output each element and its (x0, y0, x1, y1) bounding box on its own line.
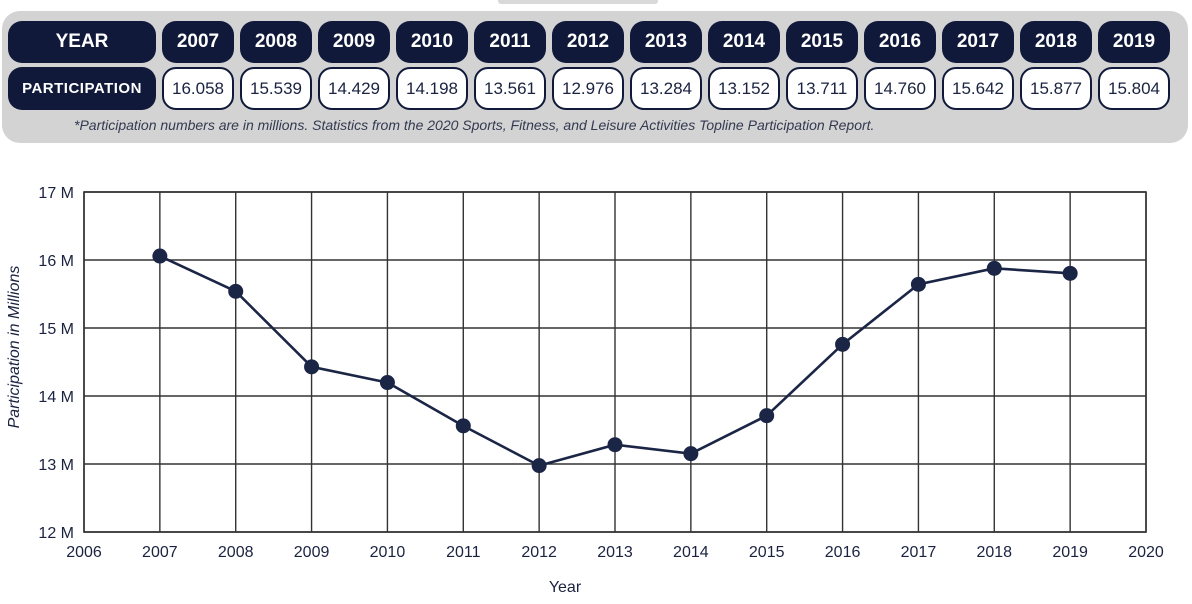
x-tick-label: 2018 (976, 544, 1012, 561)
participation-row: PARTICIPATION 16.058 15.539 14.429 14.198 13… (8, 67, 1170, 110)
data-point (835, 336, 851, 352)
x-tick-label: 2008 (218, 544, 254, 561)
participation-value-cell: 14.429 (318, 67, 390, 110)
participation-value-cell: 16.058 (162, 67, 234, 110)
y-tick-label: 15 M (38, 321, 74, 338)
x-tick-label: 2016 (825, 544, 861, 561)
x-tick-label: 2020 (1128, 544, 1164, 561)
participation-value-cell: 12.976 (552, 67, 624, 110)
x-tick-label: 2009 (294, 544, 330, 561)
x-tick-label: 2006 (66, 544, 102, 561)
y-tick-label: 16 M (38, 253, 74, 270)
x-tick-label: 2013 (597, 544, 633, 561)
participation-value-cell: 13.152 (708, 67, 780, 110)
plot-frame (83, 191, 1147, 533)
x-tick-label: 2015 (749, 544, 785, 561)
participation-header: PARTICIPATION (8, 67, 156, 110)
table-footnote: *Participation numbers are in millions. … (74, 117, 875, 133)
y-tick-label: 14 M (38, 389, 74, 406)
data-point (1062, 265, 1078, 281)
year-cell: 2008 (240, 21, 312, 63)
participation-value-cell: 15.804 (1098, 67, 1170, 110)
x-tick-label: 2010 (370, 544, 406, 561)
data-point (379, 375, 395, 391)
year-cell: 2015 (786, 21, 858, 63)
data-point (910, 276, 926, 292)
top-tab-decoration (498, 0, 658, 4)
participation-value-cell: 15.539 (240, 67, 312, 110)
data-point (304, 359, 320, 375)
x-tick-label: 2011 (446, 544, 481, 561)
year-cell: 2017 (942, 21, 1014, 63)
y-axis-title: Participation in Millions (6, 266, 23, 429)
data-point (759, 408, 775, 424)
data-point (683, 446, 699, 462)
year-cell: 2010 (396, 21, 468, 63)
year-cell: 2013 (630, 21, 702, 63)
participation-value-cell: 15.642 (942, 67, 1014, 110)
year-cell: 2014 (708, 21, 780, 63)
y-tick-label: 12 M (38, 525, 74, 542)
year-cell: 2019 (1098, 21, 1170, 63)
year-cell: 2016 (864, 21, 936, 63)
participation-line-chart: 2006 2007 2008 2009 2010 2011 2012 2013 2014 2015… (6, 185, 1164, 596)
x-tick-label: 2014 (673, 544, 709, 561)
data-point (531, 458, 547, 474)
participation-value-cell: 13.561 (474, 67, 546, 110)
x-tick-label: 2012 (521, 544, 557, 561)
year-header: YEAR (8, 21, 156, 63)
y-tick-label: 13 M (38, 457, 74, 474)
participation-value-cell: 15.877 (1020, 67, 1092, 110)
year-cell: 2018 (1020, 21, 1092, 63)
year-cell: 2007 (162, 21, 234, 63)
participation-value-cell: 14.198 (396, 67, 468, 110)
year-cell: 2009 (318, 21, 390, 63)
year-cell: 2011 (474, 21, 546, 63)
y-tick-label: 17 M (38, 185, 74, 202)
participation-value-cell: 13.711 (786, 67, 858, 110)
data-point (152, 248, 168, 264)
year-row: YEAR 2007 2008 2009 2010 2011 2012 2013 2014 201… (8, 21, 1170, 63)
data-point (228, 283, 244, 299)
x-tick-label: 2017 (901, 544, 937, 561)
x-tick-label: 2007 (142, 544, 178, 561)
participation-value-cell: 14.760 (864, 67, 936, 110)
participation-value-cell: 13.284 (630, 67, 702, 110)
data-point (986, 260, 1002, 276)
data-point (607, 437, 623, 453)
year-cell: 2012 (552, 21, 624, 63)
x-axis-title: Year (549, 579, 582, 596)
x-tick-label: 2019 (1052, 544, 1088, 561)
data-point (455, 418, 471, 434)
